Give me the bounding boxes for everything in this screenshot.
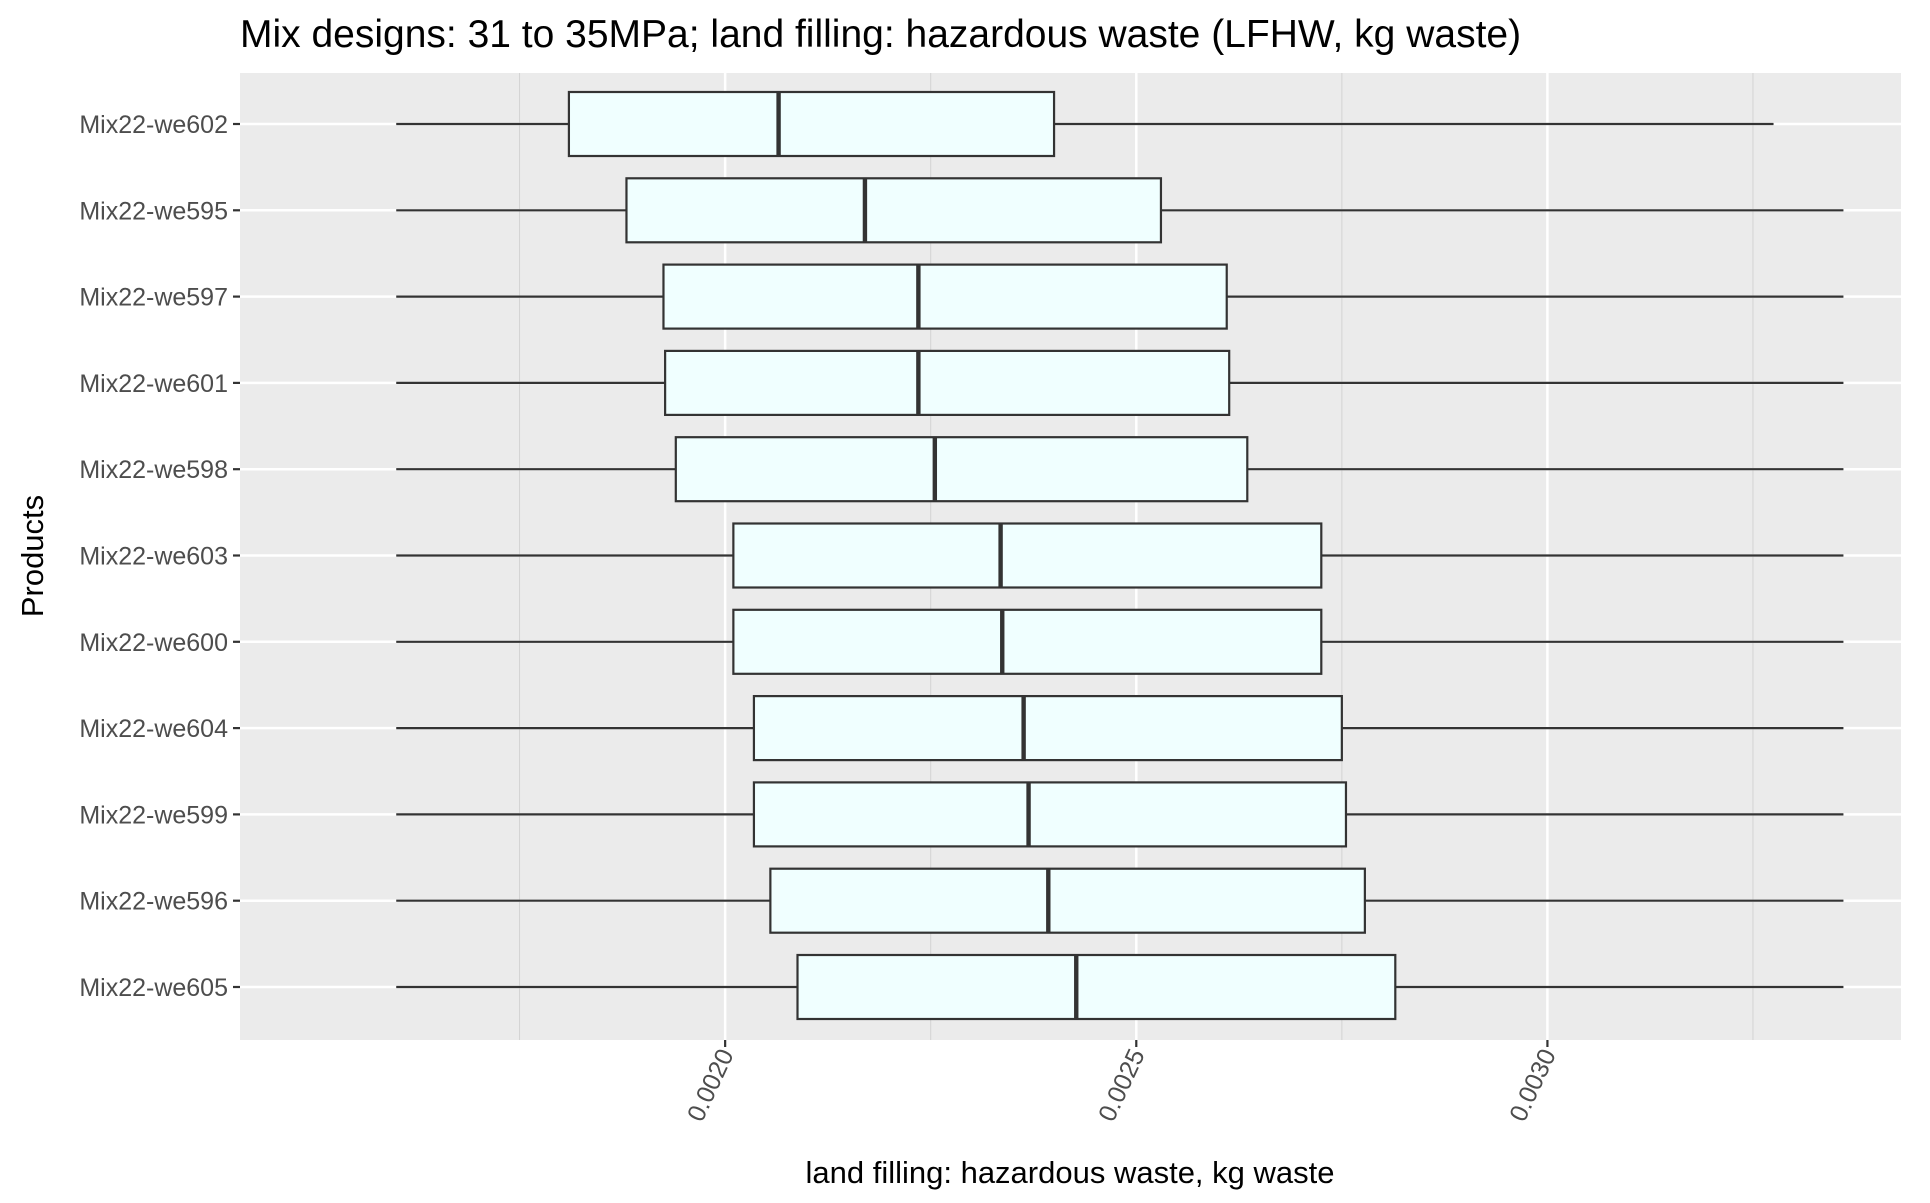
y-tick-label: Mix22-we603 [79,543,228,571]
box-mix22-we596 [396,867,1844,934]
y-tick-label: Mix22-we605 [79,974,228,1002]
box-mix22-we601 [396,349,1844,416]
y-tick-label: Mix22-we604 [79,715,228,743]
y-tick-label: Mix22-we597 [79,284,228,312]
box-mix22-we602 [396,90,1774,158]
box-mix22-we595 [396,177,1844,244]
iqr-box [752,694,1343,762]
box-mix22-we599 [396,781,1844,848]
iqr-box [769,867,1366,934]
y-tick-label: Mix22-we599 [79,801,228,829]
box-mix22-we604 [396,694,1844,762]
iqr-box [567,90,1056,158]
iqr-box [732,522,1323,589]
y-axis: Mix22-we602 Mix22-we595 Mix22-we597 Mix22-w… [79,111,240,1002]
iqr-box [674,436,1249,503]
box-mix22-we603 [396,522,1844,589]
iqr-box [664,349,1231,416]
boxes-layer [396,90,1844,1021]
box-mix22-we597 [396,263,1844,330]
y-axis-title: Products [15,495,50,617]
iqr-box [625,177,1163,244]
x-axis-title: land filling: hazardous waste, kg waste [805,1155,1334,1190]
box-mix22-we605 [396,953,1844,1021]
iqr-box [662,263,1228,330]
iqr-box [752,781,1348,848]
chart-title: Mix designs: 31 to 35MPa; land filling: … [240,13,1521,56]
y-tick-label: Mix22-we598 [79,456,228,484]
y-tick-label: Mix22-we595 [79,197,228,225]
y-tick-label: Mix22-we600 [79,629,228,657]
box-mix22-we598 [396,436,1844,503]
y-tick-label: Mix22-we601 [79,370,228,398]
iqr-box [732,608,1323,675]
iqr-box [796,953,1397,1021]
y-tick-label: Mix22-we596 [79,888,228,916]
y-tick-label: Mix22-we602 [79,111,228,139]
box-mix22-we600 [396,608,1844,675]
